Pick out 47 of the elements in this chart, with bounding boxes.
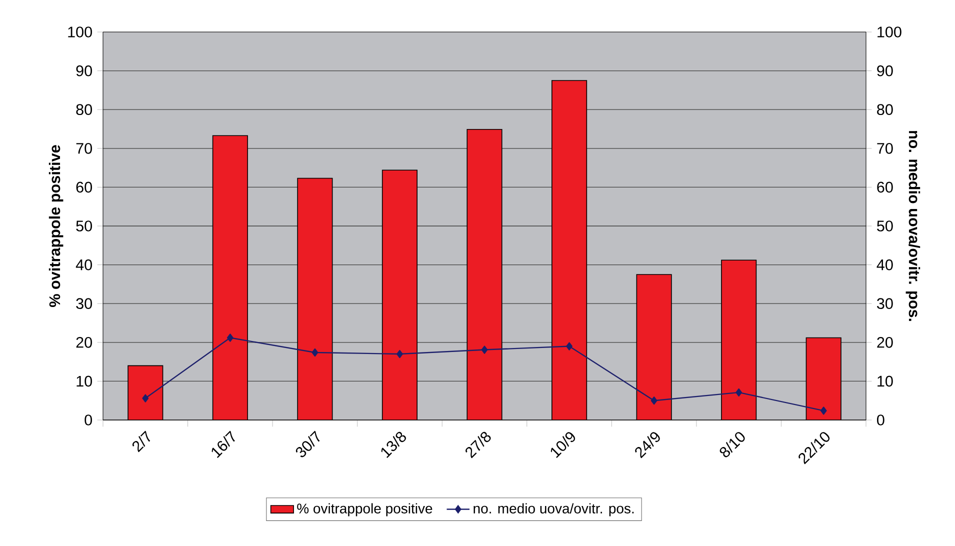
y2-tick-label: 0 bbox=[877, 414, 884, 426]
y-axis-title: % ovitrappole positive bbox=[48, 145, 64, 307]
y-tick-label: 10 bbox=[76, 376, 92, 387]
y-tick-label: 50 bbox=[76, 220, 92, 232]
y2-tick-label: 30 bbox=[876, 298, 893, 310]
y-tick-label: 90 bbox=[76, 65, 92, 76]
point bbox=[566, 342, 572, 350]
y2-tick-label: 70 bbox=[877, 142, 893, 154]
y2-tick-label: 90 bbox=[877, 65, 893, 76]
bar bbox=[552, 80, 588, 420]
y2-tick-label: 60 bbox=[877, 182, 893, 193]
bar bbox=[636, 274, 672, 420]
x-tick-label: 8/10 bbox=[720, 432, 745, 458]
y-tick-label: 80 bbox=[76, 104, 92, 116]
y-tick-label: 40 bbox=[76, 259, 92, 270]
point bbox=[396, 350, 403, 358]
y2-tick-label: 40 bbox=[876, 259, 893, 270]
bar bbox=[806, 337, 842, 420]
y-tick-label: 30 bbox=[76, 298, 92, 310]
y-tick-label: 70 bbox=[76, 142, 92, 154]
y-tick-label: 0 bbox=[84, 414, 92, 426]
bar bbox=[128, 365, 164, 420]
bar bbox=[721, 260, 757, 420]
legend-label: % ovitrappole positive bbox=[297, 503, 432, 516]
y2-tick-label: 50 bbox=[877, 220, 893, 232]
point bbox=[820, 406, 827, 415]
point bbox=[736, 388, 742, 397]
y-tick-label: 60 bbox=[76, 182, 92, 193]
x-tick-label: 10/9 bbox=[550, 432, 576, 458]
y2-axis-title: no. medio uova/ovitr. pos. bbox=[906, 131, 920, 321]
y2-tick-label: 100 bbox=[878, 26, 902, 38]
legend-label: no. medio uova/ovitr. pos. bbox=[474, 503, 634, 516]
x-tick-label: 2/7 bbox=[132, 430, 150, 452]
bar bbox=[297, 178, 333, 420]
y-tick-label: 100 bbox=[68, 26, 92, 38]
bar bbox=[382, 170, 418, 420]
bar bbox=[212, 135, 248, 420]
point bbox=[650, 396, 658, 405]
point bbox=[481, 346, 488, 354]
y-tick-label: 20 bbox=[76, 336, 92, 348]
y2-tick-label: 80 bbox=[877, 104, 893, 116]
point bbox=[312, 348, 318, 357]
point bbox=[142, 394, 149, 402]
y2-tick-label: 10 bbox=[878, 376, 893, 387]
point bbox=[226, 334, 234, 342]
bar bbox=[466, 128, 502, 420]
y2-tick-label: 20 bbox=[877, 336, 893, 348]
